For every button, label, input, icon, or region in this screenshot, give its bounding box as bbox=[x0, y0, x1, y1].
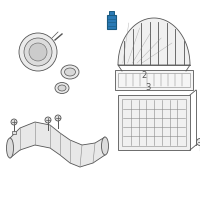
Ellipse shape bbox=[29, 43, 47, 61]
Ellipse shape bbox=[102, 137, 108, 155]
Polygon shape bbox=[118, 18, 190, 65]
Bar bbox=[122, 99, 186, 146]
Polygon shape bbox=[10, 122, 105, 167]
Ellipse shape bbox=[61, 65, 79, 79]
Bar bbox=[109, 11, 114, 15]
Ellipse shape bbox=[64, 68, 76, 76]
Circle shape bbox=[45, 117, 51, 123]
Bar bbox=[115, 70, 193, 90]
Circle shape bbox=[196, 138, 200, 146]
Bar bbox=[118, 95, 190, 150]
Ellipse shape bbox=[6, 138, 14, 158]
Ellipse shape bbox=[58, 85, 66, 91]
Circle shape bbox=[55, 115, 61, 121]
Text: 3: 3 bbox=[145, 84, 151, 92]
Ellipse shape bbox=[19, 33, 57, 71]
Text: 2: 2 bbox=[141, 72, 147, 80]
Circle shape bbox=[11, 119, 17, 125]
Bar bbox=[118, 73, 190, 87]
Ellipse shape bbox=[55, 82, 69, 94]
Bar bbox=[12, 131, 16, 134]
Ellipse shape bbox=[24, 38, 52, 66]
Bar bbox=[107, 15, 116, 29]
